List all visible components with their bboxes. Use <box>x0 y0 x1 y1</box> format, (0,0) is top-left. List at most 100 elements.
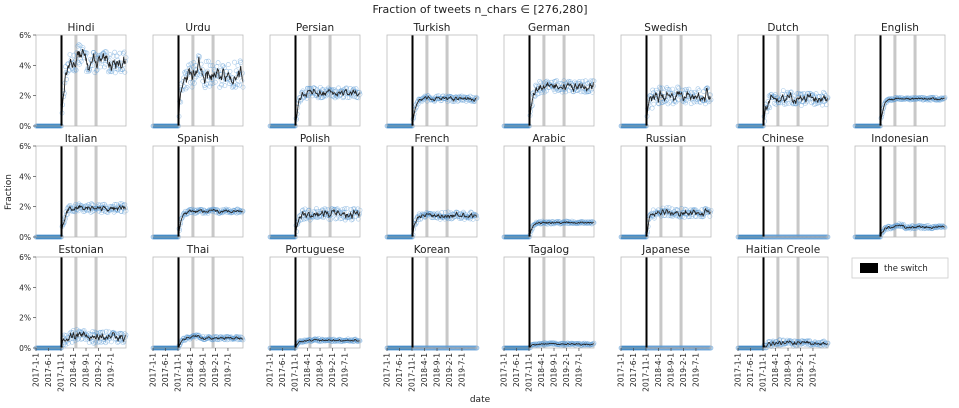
panel-italian: Italian 0% 2% 4% 6% <box>19 133 129 242</box>
panel-background <box>270 257 360 348</box>
panel-background <box>855 35 945 126</box>
x-tick-label: 2019-7-1 <box>223 353 232 387</box>
x-tick-label: 2019-2-1 <box>679 353 688 387</box>
data-point <box>665 101 671 107</box>
panel-title: Haitian Creole <box>746 244 820 256</box>
panel-chinese: Chinese <box>735 133 831 240</box>
data-point <box>210 63 215 69</box>
legend-swatch-switch <box>860 263 878 273</box>
panel-background <box>621 257 711 348</box>
panel-french: French <box>384 133 480 240</box>
panel-title: English <box>881 22 919 34</box>
data-point <box>76 208 81 214</box>
data-point <box>589 89 595 95</box>
data-point <box>71 52 77 58</box>
panel-title: Indonesian <box>871 133 928 145</box>
data-point <box>240 70 245 76</box>
trend-line <box>880 97 946 121</box>
data-point <box>75 43 81 49</box>
data-point <box>343 85 349 91</box>
data-point <box>772 94 778 100</box>
shaded-period-bar <box>893 35 897 126</box>
data-point <box>223 206 229 212</box>
x-tick-label: 2018-9-1 <box>316 353 325 387</box>
data-point <box>648 93 653 99</box>
data-point <box>208 81 214 87</box>
data-point <box>353 214 358 220</box>
x-tick-label: 2017-6-1 <box>161 353 170 387</box>
shaded-period-bar <box>776 146 780 237</box>
data-point <box>94 68 99 73</box>
shaded-period-bar <box>796 35 800 126</box>
data-point <box>543 79 549 85</box>
data-point <box>73 67 79 73</box>
panel-background <box>36 35 126 126</box>
shaded-period-bar <box>659 257 663 348</box>
data-point <box>203 59 209 64</box>
panel-frame <box>503 34 595 127</box>
data-point <box>783 101 789 107</box>
panel-frame <box>269 34 361 127</box>
data-point <box>812 102 817 107</box>
panel-title: Estonian <box>58 244 103 256</box>
data-point <box>120 50 126 56</box>
x-tick-label: 2017-6-1 <box>746 353 755 387</box>
panel-title: Italian <box>65 133 98 145</box>
x-tick-label: 2019-7-1 <box>457 353 466 387</box>
shaded-period-bar <box>94 146 98 237</box>
data-point <box>76 42 82 48</box>
data-point <box>422 214 428 220</box>
data-point <box>553 79 558 84</box>
shaded-period-bar <box>425 146 429 237</box>
data-point <box>103 49 109 55</box>
shaded-period-bar <box>445 146 449 237</box>
shaded-period-bar <box>191 146 195 237</box>
data-point <box>537 78 543 84</box>
x-tick-label: 2017-6-1 <box>44 353 53 387</box>
shaded-period-bar <box>308 146 312 237</box>
data-point <box>821 89 826 95</box>
shaded-period-bar <box>913 146 917 237</box>
panel-title: Portuguese <box>285 244 344 256</box>
x-tick-label: 2019-2-1 <box>796 353 805 387</box>
data-point <box>823 102 829 108</box>
shaded-period-bar <box>445 35 449 126</box>
shaded-period-bar <box>776 35 780 126</box>
panel-title: Swedish <box>644 22 687 34</box>
data-point <box>205 211 211 216</box>
panel-frame <box>386 34 478 127</box>
data-point <box>340 207 345 213</box>
trend-line <box>646 87 712 118</box>
data-point <box>702 206 708 212</box>
data-point <box>184 85 190 90</box>
trend-line <box>412 95 478 122</box>
x-tick-label: 2019-7-1 <box>691 353 700 387</box>
y-tick-label: 6% <box>19 142 31 151</box>
panel-japanese: Japanese 2017-1-1 2017-6-1 2017-11-1 2018-4-… <box>617 244 714 392</box>
data-point <box>649 105 655 111</box>
data-point <box>675 84 680 90</box>
data-point <box>112 49 118 55</box>
panel-title: Persian <box>296 22 334 34</box>
data-point <box>590 219 596 224</box>
data-point <box>321 93 327 99</box>
data-point <box>207 83 212 89</box>
panel-korean: Korean 2017-1-1 2017-6-1 2017-11-1 2018-4-1 2… <box>383 244 480 392</box>
x-tick-label: 2019-7-1 <box>340 353 349 387</box>
data-point <box>308 90 314 95</box>
x-tick-label: 2017-11-1 <box>642 353 651 392</box>
panel-title: Thai <box>186 244 209 256</box>
data-point <box>554 78 560 84</box>
data-point <box>580 78 586 84</box>
trend-line <box>412 211 478 234</box>
shaded-period-bar <box>796 146 800 237</box>
panel-title: Arabic <box>532 133 566 145</box>
data-point <box>676 85 682 91</box>
data-point <box>184 211 190 217</box>
data-point <box>679 206 684 211</box>
data-point <box>342 206 348 212</box>
data-point <box>576 79 582 84</box>
data-point <box>64 76 69 82</box>
data-point <box>297 213 303 219</box>
panel-frame <box>386 145 478 238</box>
